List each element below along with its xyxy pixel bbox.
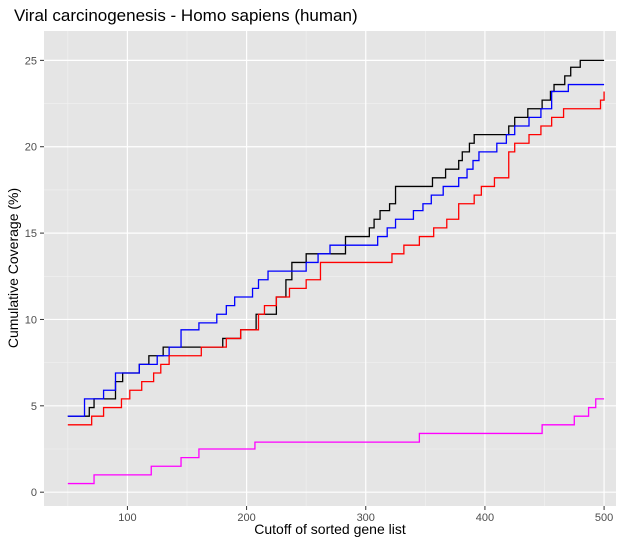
series-line-1 (67, 59, 605, 417)
x-tick-label: 200 (237, 512, 255, 524)
x-axis: 100 200 300 400 500 (118, 506, 613, 524)
series-line-4 (67, 398, 605, 485)
x-tick-label: 300 (357, 512, 375, 524)
y-tick-label: 20 (25, 142, 37, 154)
major-grid (44, 31, 616, 506)
y-axis: 0 5 10 15 20 25 (25, 55, 44, 499)
x-tick-label: 500 (595, 512, 613, 524)
series-layer (67, 59, 605, 485)
y-tick-label: 0 (31, 487, 37, 499)
y-tick-label: 10 (25, 314, 37, 326)
x-tick-label: 100 (118, 512, 136, 524)
chart-title: Viral carcinogenesis - Homo sapiens (hum… (14, 6, 358, 25)
series-line-2 (67, 83, 605, 417)
y-axis-title: Cumulative Coverage (%) (5, 188, 21, 348)
series-line-3 (67, 91, 605, 426)
y-tick-label: 15 (25, 228, 37, 240)
minor-grid (44, 31, 616, 506)
plot-panel (44, 31, 616, 506)
x-tick-label: 400 (476, 512, 494, 524)
y-tick-label: 5 (31, 401, 37, 413)
y-tick-label: 25 (25, 55, 37, 67)
x-axis-title: Cutoff of sorted gene list (254, 521, 406, 537)
